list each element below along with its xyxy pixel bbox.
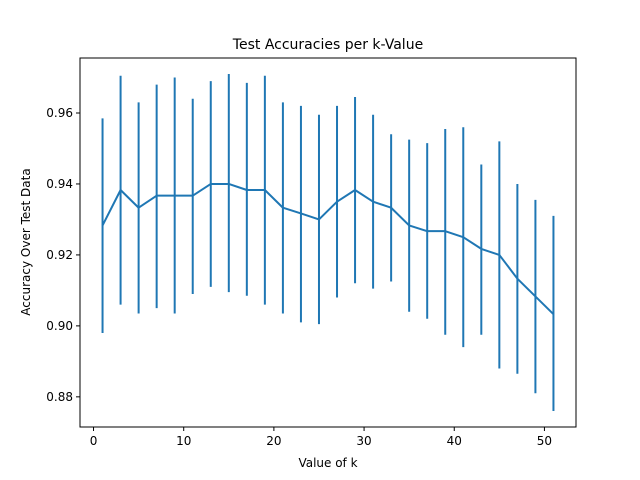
y-tick-label: 0.92: [46, 248, 73, 262]
x-tick-label: 10: [176, 434, 191, 448]
y-tick-label: 0.96: [46, 106, 73, 120]
x-tick-label: 0: [90, 434, 98, 448]
x-tick-label: 40: [447, 434, 462, 448]
x-axis-label: Value of k: [298, 456, 357, 470]
y-tick-label: 0.88: [46, 390, 73, 404]
y-tick-label: 0.90: [46, 319, 73, 333]
x-axis-ticks: 0 10 20 30 40 50: [90, 427, 552, 448]
chart-title: Test Accuracies per k-Value: [232, 37, 423, 53]
accuracy-line: [101, 182, 555, 315]
axes-frame: [79, 57, 577, 428]
x-tick-label: 20: [266, 434, 281, 448]
y-axis-label: Accuracy Over Test Data: [19, 168, 33, 315]
x-tick-label: 50: [537, 434, 552, 448]
y-tick-label: 0.94: [46, 177, 73, 191]
y-axis-ticks: 0.88 0.90 0.92 0.94 0.96: [46, 106, 80, 404]
series-line-group: [101, 182, 555, 315]
x-tick-label: 30: [356, 434, 371, 448]
